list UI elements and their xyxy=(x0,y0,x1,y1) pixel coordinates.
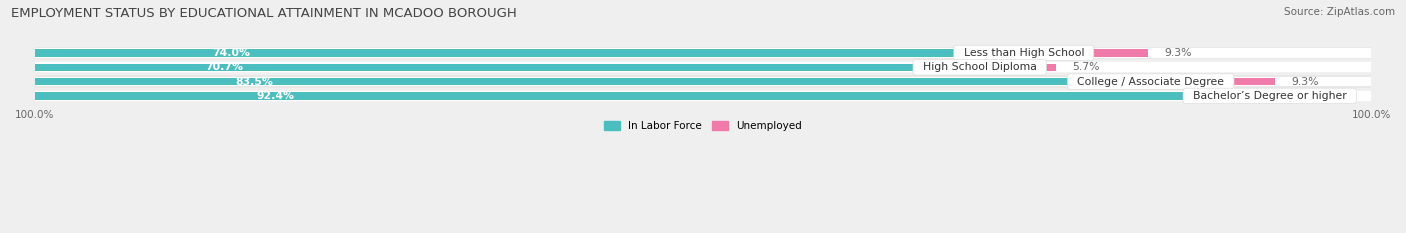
Bar xyxy=(35,48,1371,58)
Bar xyxy=(35,61,1371,73)
Text: 92.4%: 92.4% xyxy=(257,91,295,101)
Text: 74.0%: 74.0% xyxy=(212,48,250,58)
Text: College / Associate Degree: College / Associate Degree xyxy=(1070,77,1232,87)
Text: High School Diploma: High School Diploma xyxy=(915,62,1043,72)
Text: 83.5%: 83.5% xyxy=(236,77,273,87)
Bar xyxy=(1150,78,1275,85)
Bar xyxy=(35,62,1371,72)
Bar xyxy=(35,49,1024,57)
Bar xyxy=(35,77,1371,86)
Bar xyxy=(35,78,1150,85)
Text: 9.3%: 9.3% xyxy=(1291,77,1319,87)
Bar xyxy=(35,64,980,71)
Text: Less than High School: Less than High School xyxy=(956,48,1091,58)
Bar xyxy=(980,64,1056,71)
Text: 70.7%: 70.7% xyxy=(205,62,243,72)
Text: EMPLOYMENT STATUS BY EDUCATIONAL ATTAINMENT IN MCADOO BOROUGH: EMPLOYMENT STATUS BY EDUCATIONAL ATTAINM… xyxy=(11,7,517,20)
Bar xyxy=(1024,49,1149,57)
Text: 0.0%: 0.0% xyxy=(1285,91,1313,101)
Bar xyxy=(35,92,1270,99)
Bar xyxy=(35,90,1371,102)
Text: Bachelor’s Degree or higher: Bachelor’s Degree or higher xyxy=(1185,91,1354,101)
Legend: In Labor Force, Unemployed: In Labor Force, Unemployed xyxy=(600,117,806,135)
Bar xyxy=(35,47,1371,59)
Text: 5.7%: 5.7% xyxy=(1071,62,1099,72)
Bar xyxy=(35,75,1371,88)
Text: 9.3%: 9.3% xyxy=(1164,48,1192,58)
Text: Source: ZipAtlas.com: Source: ZipAtlas.com xyxy=(1284,7,1395,17)
Bar xyxy=(35,91,1371,101)
